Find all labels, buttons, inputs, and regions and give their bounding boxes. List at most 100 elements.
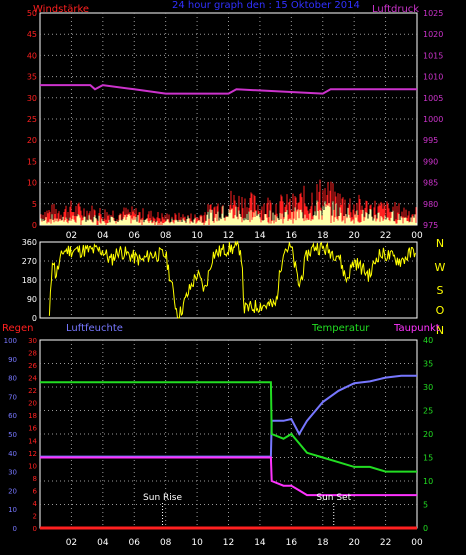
- direction-tick-label: 90: [27, 295, 37, 304]
- compass-label: S: [437, 284, 444, 297]
- x-tick-label: 06: [129, 231, 141, 241]
- x-tick-label: 10: [191, 231, 203, 241]
- dewpoint-axis-label: Taupunkt: [393, 323, 440, 334]
- wind-tick-label: 45: [27, 30, 37, 39]
- temperature-tick-label: 40: [423, 336, 433, 345]
- rain-tick-label: 16: [28, 425, 37, 433]
- rain-tick-label: 24: [28, 375, 37, 383]
- humidity-tick-label: 50: [8, 431, 17, 439]
- humidity-axis-label: Luftfeuchte: [66, 323, 123, 334]
- wind-direction-line: [48, 240, 416, 319]
- direction-ticks: 0 90 180 270 360: [22, 238, 37, 323]
- pressure-ticks: 975 980 985 990 995 1000 1005 1010 1015 1020 1025: [423, 9, 443, 230]
- temperature-tick-label: 35: [423, 360, 433, 369]
- x-tick-label: 16: [286, 538, 298, 548]
- panel1-x-ticks: 02 04 06 08 10 12 14 16 18 20 22 00: [66, 231, 423, 241]
- x-tick-label: 12: [223, 538, 234, 548]
- rain-tick-label: 30: [28, 337, 37, 345]
- wind-tick-label: 15: [27, 157, 37, 166]
- x-tick-label: 16: [286, 231, 298, 241]
- pressure-tick-label: 985: [423, 179, 438, 188]
- panel3-x-ticks: 02 04 06 08 10 12 14 16 18 20 22 00: [66, 538, 423, 548]
- direction-tick-label: 270: [22, 257, 37, 266]
- rain-tick-label: 4: [33, 500, 38, 508]
- humidity-ticks: 0 10 20 30 40 50 60 70 80 90 100: [4, 337, 17, 533]
- wind-tick-label: 20: [27, 136, 37, 145]
- x-tick-label: 22: [380, 538, 391, 548]
- humidity-tick-label: 40: [8, 450, 17, 458]
- rain-tick-label: 26: [28, 362, 37, 370]
- pressure-tick-label: 1015: [423, 51, 443, 60]
- temperature-tick-label: 20: [423, 430, 433, 439]
- temperature-tick-label: 30: [423, 383, 433, 392]
- x-tick-label: 00: [411, 231, 423, 241]
- rain-tick-label: 14: [28, 437, 37, 445]
- wind-bars: [40, 179, 417, 225]
- panel3-grid: [40, 340, 417, 528]
- direction-tick-label: 180: [22, 276, 37, 285]
- humidity-tick-label: 80: [8, 375, 17, 383]
- panel1-grid: [40, 13, 417, 225]
- pressure-line: [40, 84, 417, 95]
- pressure-axis-label: Luftdruck: [372, 4, 419, 15]
- x-tick-label: 18: [317, 231, 329, 241]
- temperature-tick-label: 10: [423, 477, 433, 486]
- rain-tick-label: 20: [28, 400, 37, 408]
- humidity-tick-label: 0: [13, 525, 17, 533]
- compass-label: O: [436, 304, 445, 317]
- pressure-tick-label: 975: [423, 221, 438, 230]
- wind-tick-label: 0: [32, 221, 37, 230]
- wind-tick-label: 50: [27, 9, 37, 18]
- dewpoint-line: [40, 456, 417, 497]
- wind-tick-label: 30: [27, 94, 37, 103]
- humidity-tick-label: 100: [4, 337, 17, 345]
- rain-tick-label: 12: [28, 450, 37, 458]
- x-tick-label: 20: [348, 231, 360, 241]
- compass-label: W: [435, 261, 446, 274]
- x-tick-label: 22: [380, 231, 391, 241]
- x-tick-label: 14: [254, 538, 266, 548]
- pressure-tick-label: 1005: [423, 94, 443, 103]
- wind-axis-label: Windstärke: [33, 4, 89, 15]
- temperature-tick-label: 25: [423, 407, 433, 416]
- wind-tick-label: 5: [32, 200, 37, 209]
- direction-tick-label: 360: [22, 238, 37, 247]
- x-tick-label: 04: [97, 538, 109, 548]
- wind-tick-label: 10: [27, 179, 37, 188]
- chart-title: 24 hour graph den : 15 Oktober 2014: [172, 0, 360, 11]
- x-tick-label: 06: [129, 538, 141, 548]
- sun-rise-label: Sun Rise: [143, 493, 182, 503]
- pressure-tick-label: 980: [423, 200, 438, 209]
- temperature-ticks: 0 5 10 15 20 25 30 35 40: [423, 336, 433, 533]
- x-tick-label: 02: [66, 231, 77, 241]
- x-tick-label: 20: [348, 538, 360, 548]
- humidity-tick-label: 10: [8, 506, 17, 514]
- pressure-tick-label: 1000: [423, 115, 443, 124]
- pressure-tick-label: 1020: [423, 30, 443, 39]
- rain-tick-label: 2: [33, 512, 37, 520]
- rain-tick-label: 22: [28, 387, 37, 395]
- temperature-tick-label: 15: [423, 454, 433, 463]
- x-tick-label: 00: [411, 538, 423, 548]
- wind-ticks: 0 5 10 15 20 25 30 35 40 45 50: [27, 9, 37, 230]
- direction-tick-label: 0: [32, 314, 37, 323]
- rain-tick-label: 6: [33, 487, 38, 495]
- x-tick-label: 02: [66, 538, 77, 548]
- temperature-tick-label: 0: [423, 524, 428, 533]
- pressure-tick-label: 1010: [423, 73, 443, 82]
- humidity-tick-label: 60: [8, 412, 17, 420]
- pressure-tick-label: 990: [423, 157, 438, 166]
- x-tick-label: 08: [160, 538, 172, 548]
- wind-tick-label: 35: [27, 73, 37, 82]
- sun-set-label: Sun Set: [316, 493, 351, 503]
- pressure-tick-label: 1025: [423, 9, 443, 18]
- rain-axis-label: Regen: [2, 323, 34, 334]
- rain-tick-label: 28: [28, 350, 37, 358]
- humidity-tick-label: 70: [8, 393, 17, 401]
- x-tick-label: 14: [254, 231, 266, 241]
- temperature-tick-label: 5: [423, 501, 428, 510]
